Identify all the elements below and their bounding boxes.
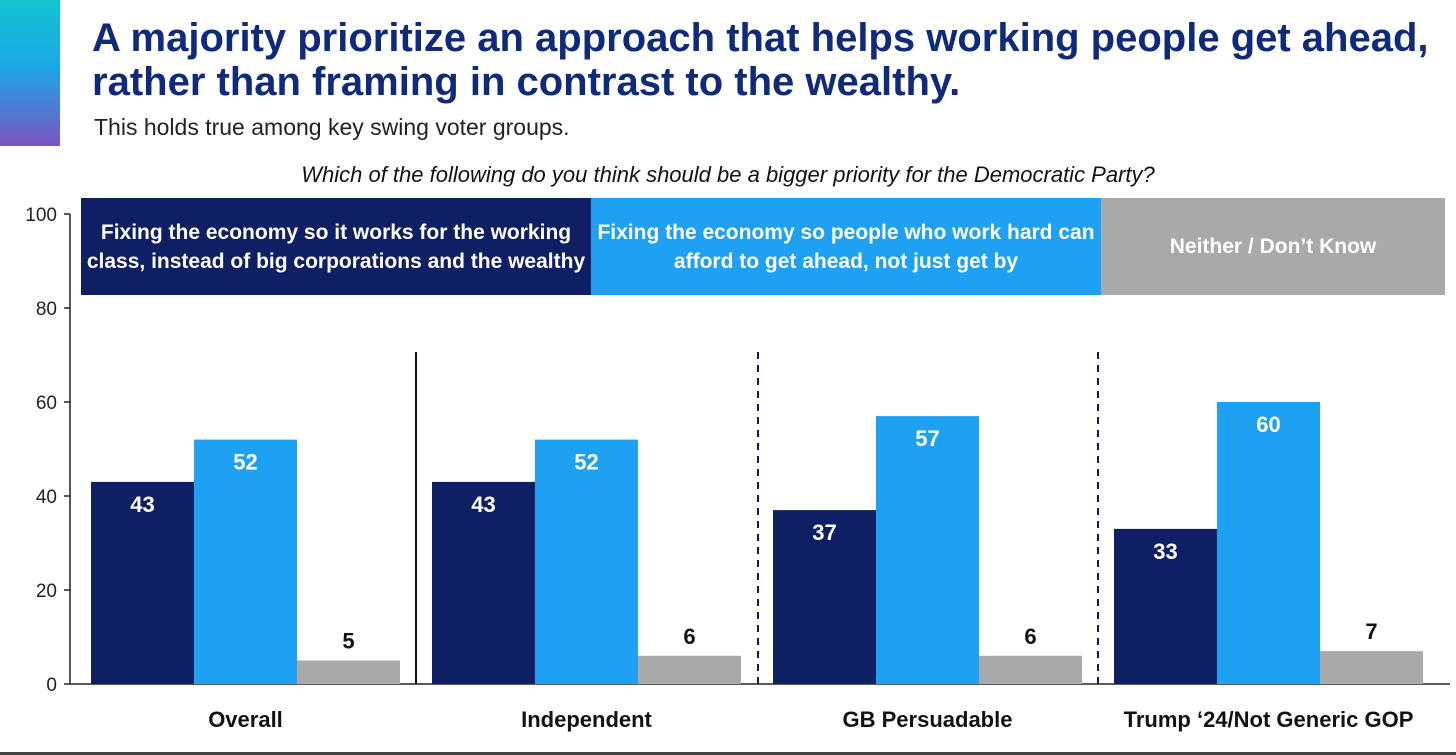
accent-gradient-bar [0, 0, 60, 146]
bar [979, 655, 1082, 684]
bar [638, 655, 741, 684]
y-tick-label: 40 [36, 487, 57, 508]
legend-item-get-ahead: Fixing the economy so people who work ha… [591, 198, 1101, 295]
page-subtitle: This holds true among key swing voter gr… [94, 114, 570, 140]
y-tick-label: 100 [25, 205, 57, 226]
x-category-label: Independent [521, 707, 652, 732]
y-tick-label: 20 [36, 581, 57, 602]
bar [91, 481, 194, 684]
data-label: 5 [342, 629, 354, 654]
data-label: 43 [130, 492, 154, 517]
bar [194, 439, 297, 684]
bar [1114, 528, 1217, 684]
bar [1320, 651, 1423, 684]
y-tick-label: 80 [36, 299, 57, 320]
legend-label: Fixing the economy so people who work ha… [597, 220, 1095, 273]
x-category-label: Trump ‘24/Not Generic GOP [1124, 707, 1414, 732]
data-label: 52 [574, 450, 598, 475]
bar [432, 481, 535, 684]
bar [535, 439, 638, 684]
bar [1217, 402, 1320, 684]
legend-item-working-class: Fixing the economy so it works for the w… [81, 198, 591, 295]
page-title: A majority prioritize an approach that h… [92, 16, 1429, 104]
data-label: 37 [812, 520, 836, 545]
data-label: 6 [1024, 624, 1036, 649]
legend-item-neither: Neither / Don’t Know [1101, 198, 1445, 295]
x-category-label: GB Persuadable [843, 707, 1013, 732]
survey-question: Which of the following do you think shou… [301, 162, 1155, 187]
bar [297, 660, 400, 684]
data-label: 52 [233, 450, 257, 475]
legend-label: Fixing the economy so it works for the w… [86, 220, 586, 273]
data-label: 43 [471, 492, 495, 517]
y-tick-label: 60 [36, 393, 57, 414]
bar [773, 510, 876, 684]
data-label: 57 [915, 426, 939, 451]
bar [876, 416, 979, 684]
bottom-border [0, 752, 1456, 755]
y-tick-label: 0 [46, 675, 57, 696]
data-label: 7 [1365, 619, 1377, 644]
data-label: 33 [1153, 539, 1177, 564]
data-label: 60 [1256, 412, 1280, 437]
legend-label: Neither / Don’t Know [1169, 235, 1377, 258]
x-category-label: Overall [208, 707, 283, 732]
data-label: 6 [683, 624, 695, 649]
